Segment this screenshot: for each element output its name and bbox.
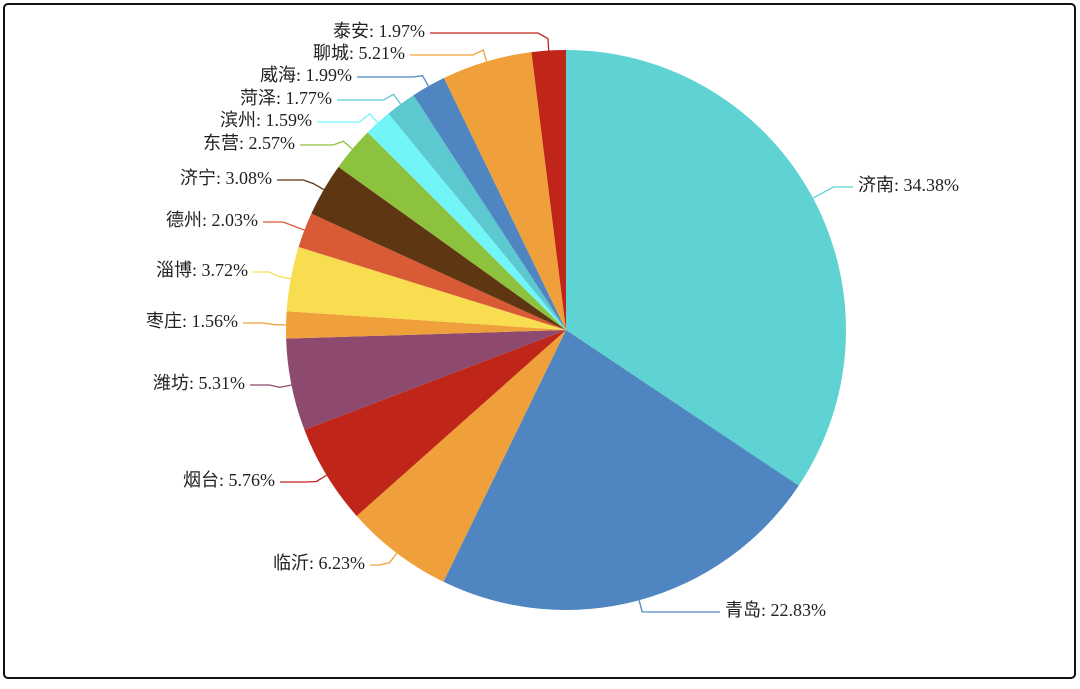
data-label: 烟台: 5.76% <box>183 470 275 490</box>
data-label: 济宁: 3.08% <box>180 168 272 188</box>
leader-line <box>638 600 720 613</box>
pie-slice <box>566 50 846 486</box>
leader-line <box>253 271 291 280</box>
data-label: 德州: 2.03% <box>166 210 258 230</box>
leader-line <box>812 186 853 199</box>
leader-line <box>243 322 287 326</box>
leader-line <box>250 384 292 388</box>
leader-line <box>337 93 402 105</box>
data-label: 枣庄: 1.56% <box>146 311 238 331</box>
data-label: 潍坊: 5.31% <box>153 373 245 393</box>
data-label: 滨州: 1.59% <box>220 110 312 130</box>
data-label: 济南: 34.38% <box>858 175 959 195</box>
data-label: 菏泽: 1.77% <box>240 88 332 108</box>
pie-slice <box>286 330 566 430</box>
data-label: 泰安: 1.97% <box>333 21 425 41</box>
pie-slice <box>286 246 566 330</box>
leader-line <box>410 49 488 62</box>
pie-slice <box>286 311 566 339</box>
pie-slice <box>443 330 799 610</box>
leader-line <box>370 552 398 566</box>
leader-line <box>280 474 327 483</box>
leader-line <box>300 140 353 150</box>
leader-line <box>357 74 429 87</box>
pie-slice <box>298 213 566 330</box>
pie-slice <box>367 113 566 330</box>
pie-slice <box>413 78 566 330</box>
data-label: 聊城: 5.21% <box>313 43 405 63</box>
frame <box>3 3 1076 679</box>
leader-line <box>430 32 550 51</box>
pie-slice <box>304 330 566 516</box>
pie-slice <box>338 132 566 330</box>
leader-line <box>263 221 305 231</box>
leader-line <box>317 112 379 124</box>
pie-slice <box>356 330 566 582</box>
pie-slice <box>311 166 566 330</box>
data-label: 淄博: 3.72% <box>156 260 248 280</box>
pie-slice <box>531 50 566 330</box>
pie-slice <box>443 52 566 331</box>
data-label: 东营: 2.57% <box>203 133 295 153</box>
pie-slice <box>388 95 566 330</box>
data-label: 青岛: 22.83% <box>725 600 826 620</box>
data-label: 临沂: 6.23% <box>273 553 365 573</box>
leader-line <box>277 179 325 191</box>
data-label: 威海: 1.99% <box>260 65 352 85</box>
